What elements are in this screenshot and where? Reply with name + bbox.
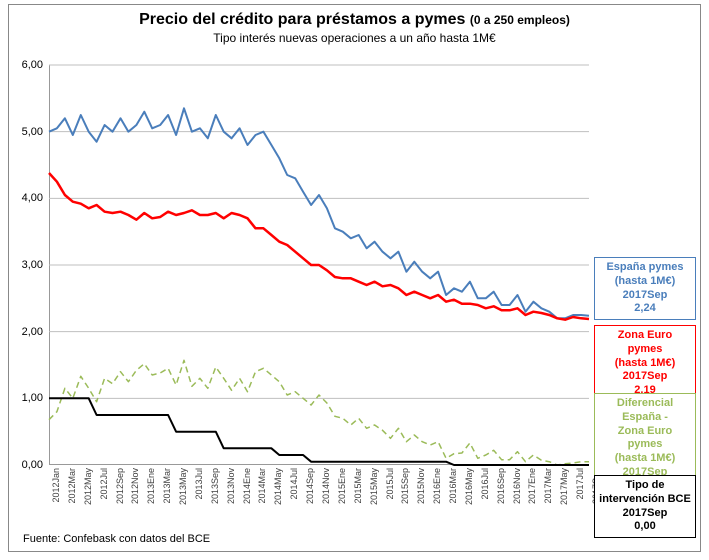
x-tick-label: 2012Mar bbox=[67, 468, 77, 504]
x-tick-label: 2017May bbox=[559, 468, 569, 505]
x-tick-label: 2015Ene bbox=[337, 468, 347, 504]
x-tick-label: 2015Jul bbox=[385, 468, 395, 500]
legend-line: Zona Euro pymes bbox=[599, 425, 691, 453]
x-tick-label: 2016Mar bbox=[448, 468, 458, 504]
legend-line: 0,00 bbox=[599, 520, 691, 534]
title-text: Precio del crédito para préstamos a pyme… bbox=[139, 11, 465, 28]
x-tick-label: 2016Ene bbox=[432, 468, 442, 504]
plot-area: 0,001,002,003,004,005,006,00 2012Jan2012… bbox=[49, 65, 589, 465]
x-tick-label: 2013Nov bbox=[226, 468, 236, 504]
x-tick-label: 2014Mar bbox=[257, 468, 267, 504]
y-tick-label: 5,00 bbox=[5, 126, 43, 138]
x-tick-label: 2013Sep bbox=[210, 468, 220, 504]
x-tick-label: 2013May bbox=[178, 468, 188, 505]
x-tick-label: 2016May bbox=[464, 468, 474, 505]
legend-line: (hasta 1M€) bbox=[599, 275, 691, 289]
x-tick-label: 2012Jan bbox=[51, 468, 61, 503]
x-tick-label: 2012Sep bbox=[115, 468, 125, 504]
x-tick-label: 2013Mar bbox=[162, 468, 172, 504]
x-tick-label: 2016Jul bbox=[480, 468, 490, 500]
legend-line: Tipo de bbox=[599, 479, 691, 493]
y-tick-label: 3,00 bbox=[5, 259, 43, 271]
y-tick-label: 6,00 bbox=[5, 59, 43, 71]
legend-line: 2017Sep bbox=[599, 507, 691, 521]
x-tick-label: 2017Jul bbox=[575, 468, 585, 500]
legend-line: Diferencial España - bbox=[599, 397, 691, 425]
line-series bbox=[49, 65, 589, 465]
x-tick-label: 2012Jul bbox=[99, 468, 109, 500]
x-tick-label: 2015Sep bbox=[400, 468, 410, 504]
x-tick-label: 2013Ene bbox=[146, 468, 156, 504]
legend-line: Zona Euro pymes bbox=[599, 329, 691, 357]
x-tick-label: 2013Jul bbox=[194, 468, 204, 500]
x-tick-label: 2014Sep bbox=[305, 468, 315, 504]
x-tick-label: 2012May bbox=[83, 468, 93, 505]
legend-line: (hasta 1M€) bbox=[599, 452, 691, 466]
legend-box: España pymes(hasta 1M€)2017Sep2,24 bbox=[594, 257, 696, 320]
y-tick-label: 1,00 bbox=[5, 392, 43, 404]
x-tick-label: 2012Nov bbox=[130, 468, 140, 504]
legend-line: España pymes bbox=[599, 261, 691, 275]
x-tick-label: 2017Ene bbox=[527, 468, 537, 504]
legend-line: 2017Sep bbox=[599, 289, 691, 303]
legend-line: (hasta 1M€) bbox=[599, 357, 691, 371]
legend-line: 2,24 bbox=[599, 302, 691, 316]
legend-box: Tipo deintervención BCE2017Sep0,00 bbox=[594, 475, 696, 538]
legend-line: 2017Sep bbox=[599, 370, 691, 384]
y-tick-label: 2,00 bbox=[5, 326, 43, 338]
legend-line: intervención BCE bbox=[599, 493, 691, 507]
y-tick-label: 0,00 bbox=[5, 459, 43, 471]
chart-subtitle: Tipo interés nuevas operaciones a un año… bbox=[9, 31, 700, 45]
chart-frame: Precio del crédito para préstamos a pyme… bbox=[8, 4, 701, 552]
x-tick-label: 2014May bbox=[273, 468, 283, 505]
x-tick-label: 2014Ene bbox=[242, 468, 252, 504]
x-tick-label: 2014Nov bbox=[321, 468, 331, 504]
x-tick-label: 2015May bbox=[369, 468, 379, 505]
x-tick-label: 2017Mar bbox=[543, 468, 553, 504]
x-tick-label: 2014Jul bbox=[289, 468, 299, 500]
legend-box: Zona Euro pymes(hasta 1M€)2017Sep2,19 bbox=[594, 325, 696, 402]
chart-title: Precio del crédito para préstamos a pyme… bbox=[9, 11, 700, 29]
title-paren: (0 a 250 empleos) bbox=[470, 13, 570, 27]
x-tick-label: 2016Nov bbox=[512, 468, 522, 504]
x-tick-label: 2015Mar bbox=[353, 468, 363, 504]
source-text: Fuente: Confebask con datos del BCE bbox=[23, 533, 210, 545]
x-tick-label: 2016Sep bbox=[496, 468, 506, 504]
y-tick-label: 4,00 bbox=[5, 192, 43, 204]
x-tick-label: 2015Nov bbox=[416, 468, 426, 504]
